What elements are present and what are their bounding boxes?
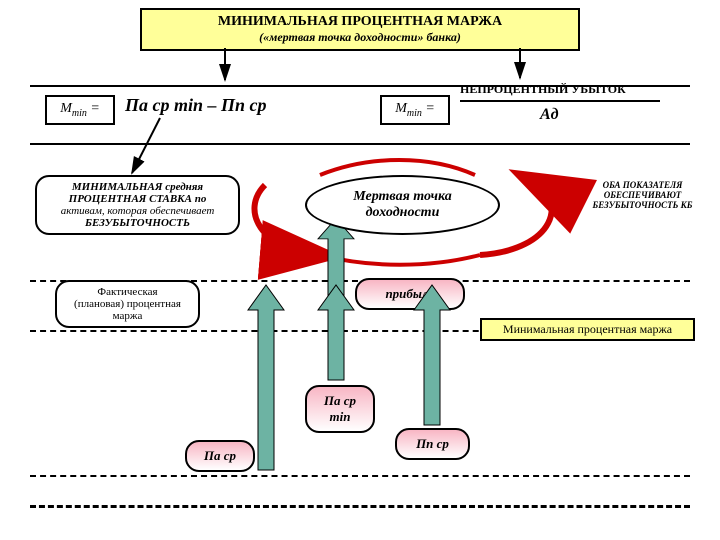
dash-line-3 [30,475,690,477]
formula-left-rhs: Па ср min – Пп ср [125,95,267,116]
mmin-left: Мmin = [45,95,115,125]
dash-line-4 [30,505,690,508]
title-line2: («мертвая точка доходности» банка) [150,30,570,45]
title-box: МИНИМАЛЬНАЯ ПРОЦЕНТНАЯ МАРЖА («мертвая т… [140,8,580,51]
title-line1: МИНИМАЛЬНАЯ ПРОЦЕНТНАЯ МАРЖА [150,14,570,30]
profit-box: прибыль [355,278,465,310]
pa-sr-min-box: Па ср min [305,385,375,433]
mmin-right: Мmin = [380,95,450,125]
both-indicators-box: ОБА ПОКАЗАТЕЛЯ ОБЕСПЕЧИВАЮТ БЕЗУБЫТОЧНОС… [570,180,715,210]
actual-margin-box: Фактическая (плановая) процентная маржа [55,280,200,328]
pa-sr-box: Па ср [185,440,255,472]
dead-point-ellipse: Мертвая точкадоходности [305,175,500,235]
fraction-den: Ад [540,106,559,124]
arrows-layer [0,0,720,540]
min-margin-label: Минимальная процентная маржа [480,318,695,341]
pp-sr-box: Пп ср [395,428,470,460]
fraction-line [460,100,660,102]
min-rate-box: МИНИМАЛЬНАЯ средняя ПРОЦЕНТНАЯ СТАВКА по… [35,175,240,235]
fraction-num: НЕПРОЦЕНТНЫЙ УБЫТОК [460,82,626,97]
